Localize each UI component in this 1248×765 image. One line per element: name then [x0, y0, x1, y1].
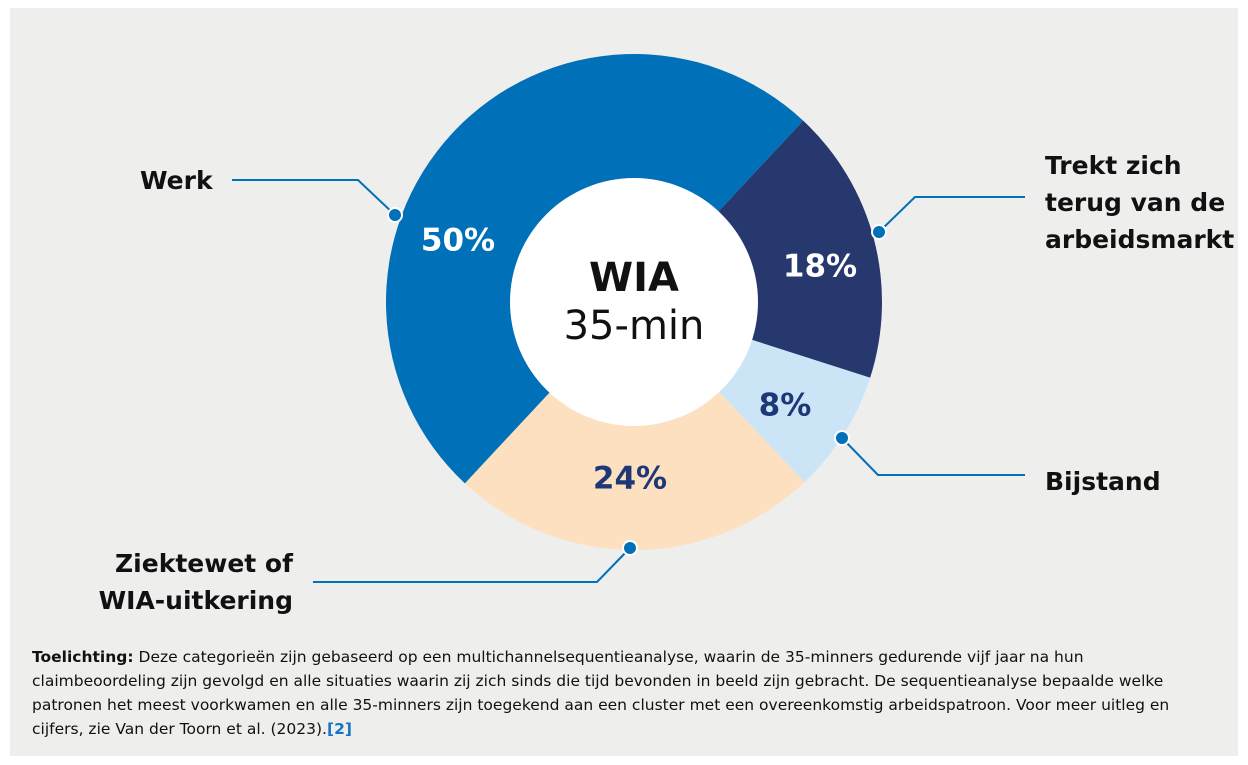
leader-line [878, 196, 1025, 233]
value-label: 50% [421, 223, 495, 259]
value-label: 18% [783, 249, 857, 285]
leader-line [313, 547, 631, 583]
center-title: WIA [589, 255, 679, 301]
value-label: 8% [759, 388, 812, 424]
leader-line [841, 437, 1025, 476]
leader-dot [622, 540, 638, 556]
leader-dot [871, 224, 887, 240]
category-label: Ziektewet of WIA-uitkering [98, 549, 293, 615]
category-label: Werk [140, 166, 213, 195]
center-subtitle: 35-min [564, 303, 705, 349]
category-label: Trekt zich terug van de arbeidsmarkt [1045, 151, 1235, 254]
chart: WIA 35-min 18% 8% 24% 50% [232, 53, 1025, 583]
value-label: 24% [593, 461, 667, 497]
category-label: Bijstand [1045, 467, 1161, 496]
note-label: Toelichting: [32, 648, 134, 666]
donut-hole [510, 178, 758, 426]
leader-line [232, 179, 396, 216]
slice [464, 302, 805, 550]
leader-dot [387, 207, 403, 223]
reference-link[interactable]: [2] [326, 720, 352, 738]
leader-dot [834, 430, 850, 446]
note-text: Deze categorieën zijn gebaseerd op een m… [32, 648, 1170, 738]
note: Toelichting: Deze categorieën zijn gebas… [32, 645, 1222, 741]
